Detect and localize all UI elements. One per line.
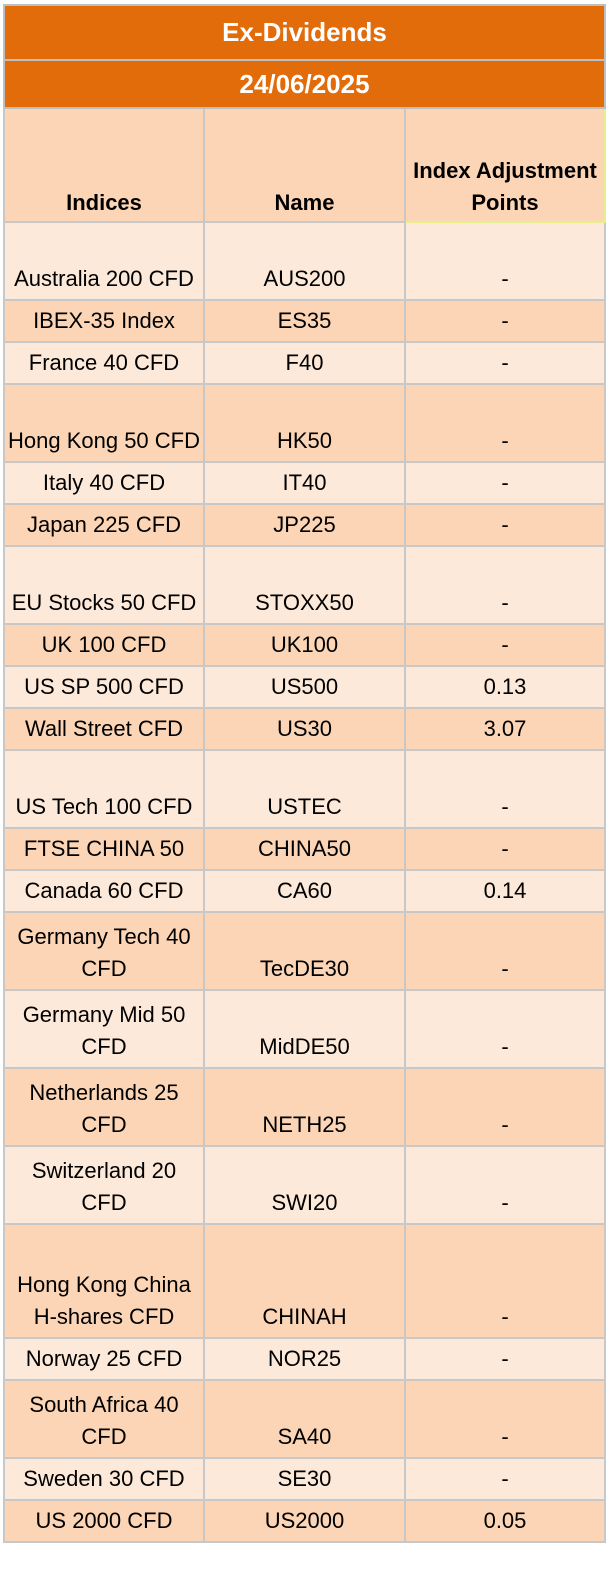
cell-name: US2000 [203,1499,406,1543]
cell-name: NOR25 [203,1337,406,1381]
cell-index: France 40 CFD [3,341,205,385]
table-row: Australia 200 CFD AUS200- [3,221,606,301]
cell-index: South Africa 40 CFD [3,1379,205,1459]
table-row: Hong Kong 50 CFD HK50- [3,383,606,463]
cell-index: Germany Mid 50 CFD [3,989,205,1069]
ex-dividends-table: Ex-Dividends 24/06/2025 Indices Name Ind… [3,4,606,1543]
cell-adjustment-points: 0.13 [404,665,606,709]
table-row: Germany Tech 40 CFD TecDE30- [3,911,606,991]
cell-adjustment-points: - [404,461,606,505]
table-row: FTSE CHINA 50 CHINA50- [3,827,606,871]
table-row: Sweden 30 CFD SE30- [3,1457,606,1501]
cell-name: UK100 [203,623,406,667]
cell-adjustment-points: - [404,623,606,667]
header-name: Name [203,107,406,223]
cell-adjustment-points: - [404,1145,606,1225]
table-row: South Africa 40 CFD SA40- [3,1379,606,1459]
cell-name: US30 [203,707,406,751]
table-row: UK 100 CFD UK100- [3,623,606,667]
cell-adjustment-points: 0.05 [404,1499,606,1543]
cell-adjustment-points: - [404,503,606,547]
cell-index: US 2000 CFD [3,1499,205,1543]
cell-adjustment-points: - [404,545,606,625]
table-row: Canada 60 CFD CA60 0.14 [3,869,606,913]
cell-name: SA40 [203,1379,406,1459]
cell-name: AUS200 [203,221,406,301]
cell-name: STOXX50 [203,545,406,625]
cell-adjustment-points: - [404,1223,606,1339]
cell-adjustment-points: 0.14 [404,869,606,913]
cell-name: TecDE30 [203,911,406,991]
cell-index: Hong Kong 50 CFD [3,383,205,463]
cell-adjustment-points: - [404,341,606,385]
table-row: Switzerland 20 CFD SWI20- [3,1145,606,1225]
cell-name: HK50 [203,383,406,463]
table-row: US 2000 CFD US2000 0.05 [3,1499,606,1543]
cell-index: US SP 500 CFD [3,665,205,709]
cell-index: Canada 60 CFD [3,869,205,913]
table-row: Italy 40 CFD IT40- [3,461,606,505]
header-indices: Indices [3,107,205,223]
cell-name: US500 [203,665,406,709]
cell-name: IT40 [203,461,406,505]
cell-index: Japan 225 CFD [3,503,205,547]
table-row: US Tech 100 CFD USTEC - [3,749,606,829]
cell-name: CHINA50 [203,827,406,871]
cell-index: Germany Tech 40 CFD [3,911,205,991]
cell-index: EU Stocks 50 CFD [3,545,205,625]
cell-index: Sweden 30 CFD [3,1457,205,1501]
cell-name: SE30 [203,1457,406,1501]
cell-name: SWI20 [203,1145,406,1225]
cell-adjustment-points: - [404,827,606,871]
cell-name: JP225 [203,503,406,547]
table-row: IBEX-35 Index ES35- [3,299,606,343]
cell-name: ES35 [203,299,406,343]
cell-adjustment-points: - [404,1337,606,1381]
table-title: Ex-Dividends [3,4,606,61]
table-body: Australia 200 CFD AUS200- IBEX-35 Index ES3… [3,221,606,1543]
table-row: US SP 500 CFD US500 0.13 [3,665,606,709]
ex-dividends-sheet: Ex-Dividends 24/06/2025 Indices Name Ind… [3,4,606,1543]
cell-index: Netherlands 25 CFD [3,1067,205,1147]
cell-name: USTEC [203,749,406,829]
column-header-row: Indices Name Index Adjustment Points [3,107,606,223]
cell-index: US Tech 100 CFD [3,749,205,829]
cell-name: CA60 [203,869,406,913]
table-row: EU Stocks 50 CFD STOXX50- [3,545,606,625]
cell-adjustment-points: - [404,1457,606,1501]
cell-index: FTSE CHINA 50 [3,827,205,871]
cell-adjustment-points: - [404,221,606,301]
cell-adjustment-points: - [404,299,606,343]
cell-adjustment-points: 3.07 [404,707,606,751]
date-row: 24/06/2025 [3,59,606,109]
cell-name: CHINAH [203,1223,406,1339]
cell-index: IBEX-35 Index [3,299,205,343]
cell-index: Italy 40 CFD [3,461,205,505]
cell-adjustment-points: - [404,383,606,463]
cell-index: Australia 200 CFD [3,221,205,301]
cell-adjustment-points: - [404,1067,606,1147]
table-row: France 40 CFD F40- [3,341,606,385]
table-row: Hong Kong China H-shares CFD CHINAH - [3,1223,606,1339]
table-row: Netherlands 25 CFD NETH25- [3,1067,606,1147]
header-index-adjustment-points: Index Adjustment Points [404,107,606,223]
cell-index: Norway 25 CFD [3,1337,205,1381]
cell-adjustment-points: - [404,911,606,991]
cell-adjustment-points: - [404,749,606,829]
cell-name: MidDE50 [203,989,406,1069]
cell-name: F40 [203,341,406,385]
cell-index: UK 100 CFD [3,623,205,667]
cell-name: NETH25 [203,1067,406,1147]
cell-adjustment-points: - [404,989,606,1069]
table-row: Wall Street CFD US30 3.07 [3,707,606,751]
table-date: 24/06/2025 [3,59,606,109]
cell-index: Switzerland 20 CFD [3,1145,205,1225]
cell-index: Wall Street CFD [3,707,205,751]
cell-adjustment-points: - [404,1379,606,1459]
table-row: Japan 225 CFD JP225- [3,503,606,547]
cell-index: Hong Kong China H-shares CFD [3,1223,205,1339]
table-row: Norway 25 CFD NOR25- [3,1337,606,1381]
table-row: Germany Mid 50 CFD MidDE50- [3,989,606,1069]
title-row: Ex-Dividends [3,4,606,61]
